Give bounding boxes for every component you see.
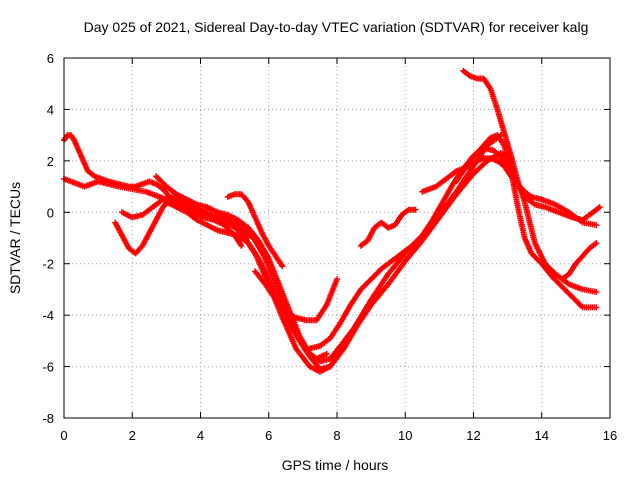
data-point	[593, 289, 600, 295]
data-point	[593, 304, 600, 311]
data-point	[334, 276, 340, 283]
y-tick-label: 0	[47, 205, 54, 220]
series-s9	[252, 268, 340, 324]
x-tick-label: 8	[333, 428, 340, 443]
x-tick-label: 2	[129, 428, 136, 443]
data-points	[61, 67, 603, 375]
data-point	[593, 222, 600, 229]
x-tick-label: 16	[603, 428, 617, 443]
y-tick-label: -4	[42, 308, 54, 323]
series-s15	[559, 240, 600, 283]
data-point	[323, 350, 330, 357]
series-s13	[453, 132, 600, 311]
x-tick-label: 12	[466, 428, 480, 443]
axis-ticks: 0 2 4 6 8 10 12 14 16 -8 -6 -4 -2 0 2 4 6	[42, 51, 617, 443]
series-s14	[460, 67, 600, 295]
series-s7	[163, 199, 340, 373]
series-s11	[357, 206, 419, 249]
grid-lines	[64, 58, 610, 418]
x-axis-label: GPS time / hours	[282, 457, 389, 473]
chart-title: Day 025 of 2021, Sidereal Day-to-day VTE…	[84, 19, 589, 35]
y-tick-label: 6	[47, 51, 54, 66]
y-tick-label: 2	[47, 154, 54, 169]
x-tick-label: 0	[60, 428, 67, 443]
x-tick-label: 6	[265, 428, 272, 443]
data-point	[596, 204, 603, 211]
y-tick-label: -6	[42, 360, 54, 375]
y-tick-label: -8	[42, 411, 54, 426]
y-tick-label: -2	[42, 257, 54, 272]
x-tick-label: 14	[535, 428, 549, 443]
data-point	[334, 353, 340, 360]
x-tick-label: 10	[398, 428, 412, 443]
data-point	[412, 206, 419, 213]
series-s8	[224, 191, 286, 270]
data-point	[238, 242, 245, 249]
x-tick-label: 4	[197, 428, 204, 443]
series-s12	[419, 155, 600, 229]
y-axis-label: SDTVAR / TECUs	[7, 182, 23, 294]
data-point	[593, 240, 600, 247]
data-point	[279, 263, 286, 270]
y-tick-label: 4	[47, 102, 54, 117]
